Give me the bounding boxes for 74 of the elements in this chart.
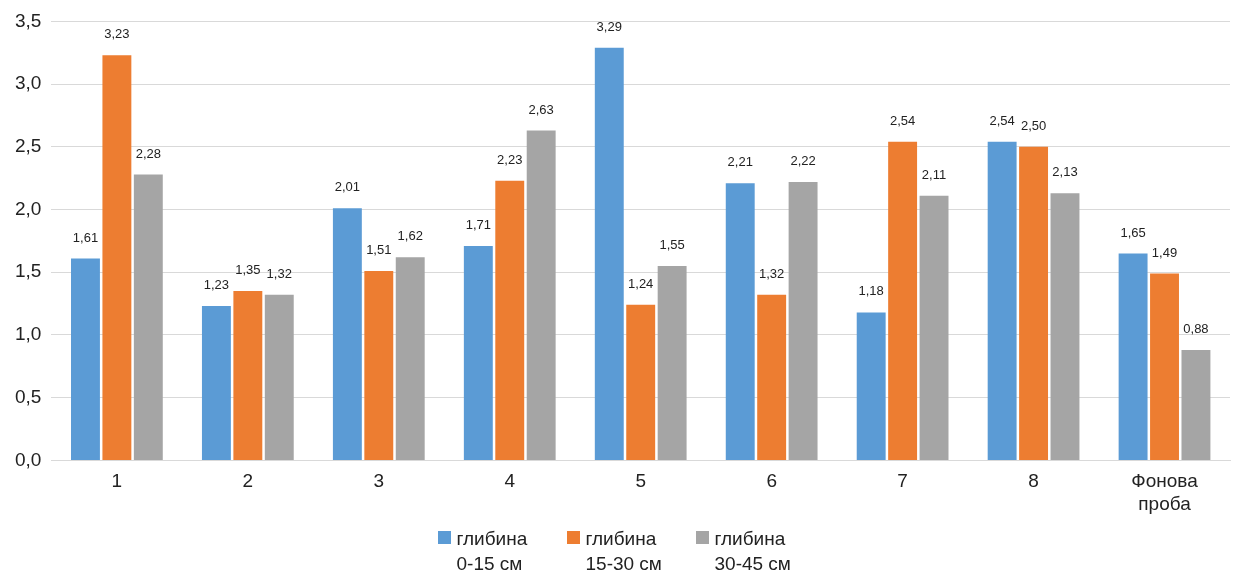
data-label: 3,23 xyxy=(104,26,130,42)
data-label: 2,22 xyxy=(790,153,816,169)
bar xyxy=(264,294,294,460)
y-tick-label: 1,5 xyxy=(14,260,42,282)
data-label: 1,51 xyxy=(366,242,392,258)
data-label: 1,24 xyxy=(628,275,654,291)
data-label: 1,65 xyxy=(1120,224,1146,240)
bar xyxy=(1150,273,1179,460)
x-tick-label: 8 xyxy=(1028,470,1039,492)
bar xyxy=(71,258,100,460)
x-tick-label: 7 xyxy=(897,470,908,492)
data-label: 1,55 xyxy=(659,237,685,253)
y-tick-label: 3,0 xyxy=(14,72,42,94)
x-tick-label: 1 xyxy=(111,470,123,492)
bar xyxy=(657,265,687,460)
data-label: 2,21 xyxy=(727,154,753,170)
bar xyxy=(526,130,556,460)
legend-label: глибина 0-15 см xyxy=(456,527,529,576)
x-tick-label: Фонова проба xyxy=(1131,470,1199,514)
y-tick-label: 1,0 xyxy=(14,323,42,345)
legend-label: глибина 30-45 см xyxy=(714,527,792,576)
data-label: 1,32 xyxy=(759,265,785,281)
bar xyxy=(1181,350,1211,460)
data-label: 2,54 xyxy=(889,112,916,128)
data-label: 1,35 xyxy=(235,262,261,278)
bar xyxy=(1118,253,1148,460)
data-label: 1,61 xyxy=(72,229,99,245)
x-tick-label: 4 xyxy=(504,470,516,492)
y-tick-label: 2,5 xyxy=(14,135,42,157)
bar xyxy=(919,195,949,460)
data-label: 1,23 xyxy=(203,277,230,293)
x-tick-label: 6 xyxy=(766,470,777,492)
bar xyxy=(788,181,818,460)
bar xyxy=(1050,193,1080,460)
data-label: 2,11 xyxy=(921,166,947,182)
y-tick-label: 2,0 xyxy=(14,197,42,219)
data-label: 2,13 xyxy=(1052,164,1078,180)
bar xyxy=(102,55,132,460)
x-tick-label: 2 xyxy=(242,470,254,492)
data-label: 0,88 xyxy=(1183,321,1209,337)
data-label: 1,32 xyxy=(266,265,292,281)
bar xyxy=(133,174,163,460)
y-tick-label: 3,5 xyxy=(14,9,42,31)
bar xyxy=(626,304,656,460)
bar xyxy=(757,294,787,460)
data-label: 1,62 xyxy=(397,228,423,244)
bar xyxy=(888,141,918,460)
x-tick-label: 3 xyxy=(373,470,385,492)
data-label: 2,01 xyxy=(334,179,361,195)
bar xyxy=(725,183,755,460)
bar xyxy=(201,306,231,460)
bar xyxy=(364,271,394,460)
bar xyxy=(1019,146,1049,460)
legend-label: глибина 15-30 см xyxy=(585,527,663,576)
bar xyxy=(856,312,886,460)
bar xyxy=(495,180,525,460)
data-label: 2,23 xyxy=(497,151,523,167)
bar xyxy=(594,47,624,460)
bar xyxy=(395,257,425,460)
x-tick-label: 5 xyxy=(635,470,646,492)
data-label: 2,50 xyxy=(1020,117,1047,133)
data-label: 3,29 xyxy=(596,18,622,34)
data-label: 2,28 xyxy=(135,145,161,161)
y-tick-label: 0,5 xyxy=(14,385,42,407)
y-tick-label: 0,0 xyxy=(14,448,42,470)
bar xyxy=(332,208,362,460)
bar xyxy=(233,291,263,460)
bar xyxy=(987,141,1017,460)
data-label: 1,18 xyxy=(858,283,884,299)
data-label: 1,49 xyxy=(1151,244,1178,260)
bar xyxy=(463,245,493,460)
data-label: 2,63 xyxy=(528,101,554,117)
data-label: 1,71 xyxy=(465,217,491,232)
data-label: 2,54 xyxy=(989,112,1015,128)
